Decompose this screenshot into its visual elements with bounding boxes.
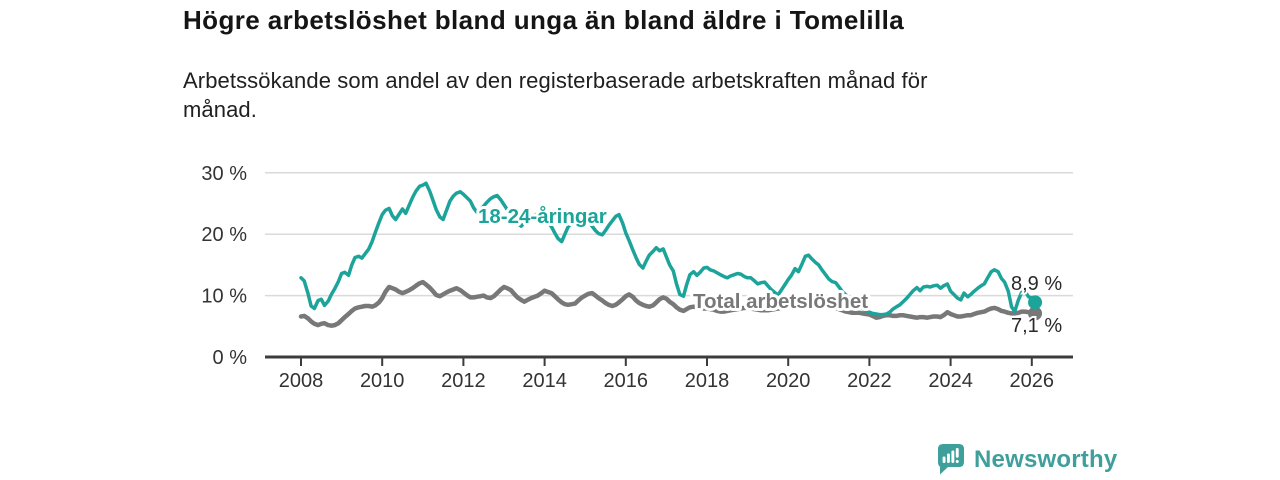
series-end-dot-youth bbox=[1028, 295, 1043, 310]
newsworthy-wordmark: Newsworthy bbox=[974, 445, 1118, 473]
x-axis-tick-label: 2026 bbox=[1010, 370, 1055, 392]
end-value-label-total: 7,1 % bbox=[1011, 315, 1062, 337]
newsworthy-logo: Newsworthy bbox=[936, 443, 1117, 476]
end-value-label-youth: 8,9 % bbox=[1011, 273, 1062, 295]
newsworthy-bar-chart-bubble-icon bbox=[938, 444, 964, 475]
x-axis-tick-label: 2016 bbox=[604, 370, 649, 392]
x-axis-tick-label: 2012 bbox=[441, 370, 486, 392]
y-axis-tick-label: 30 % bbox=[201, 163, 247, 185]
y-axis-tick-label: 10 % bbox=[201, 286, 247, 308]
chart-title: Högre arbetslöshet bland unga än bland ä… bbox=[183, 5, 905, 35]
y-axis-tick-label: 20 % bbox=[201, 224, 247, 246]
x-axis-tick-label: 2010 bbox=[360, 370, 405, 392]
x-axis-tick-label: 2022 bbox=[847, 370, 892, 392]
series-line-total bbox=[298, 279, 1038, 328]
series-end-dot-total bbox=[1028, 306, 1043, 321]
x-axis-tick-label: 2008 bbox=[279, 370, 324, 392]
series-line-youth bbox=[299, 181, 1037, 317]
series-label-youth: 18-24-åringar bbox=[478, 205, 607, 228]
y-axis-tick-label: 0 % bbox=[213, 347, 248, 369]
x-axis-tick-label: 2020 bbox=[766, 370, 811, 392]
chart-subtitle: Arbetssökande som andel av den registerb… bbox=[183, 66, 928, 124]
x-axis-tick-label: 2024 bbox=[928, 370, 973, 392]
subtitle-line-2: månad. bbox=[183, 97, 257, 122]
x-axis-tick-label: 2014 bbox=[522, 370, 567, 392]
subtitle-line-1: Arbetssökande som andel av den registerb… bbox=[183, 68, 928, 93]
series-label-total: Total arbetslöshet bbox=[693, 290, 868, 313]
x-axis-tick-label: 2018 bbox=[685, 370, 730, 392]
